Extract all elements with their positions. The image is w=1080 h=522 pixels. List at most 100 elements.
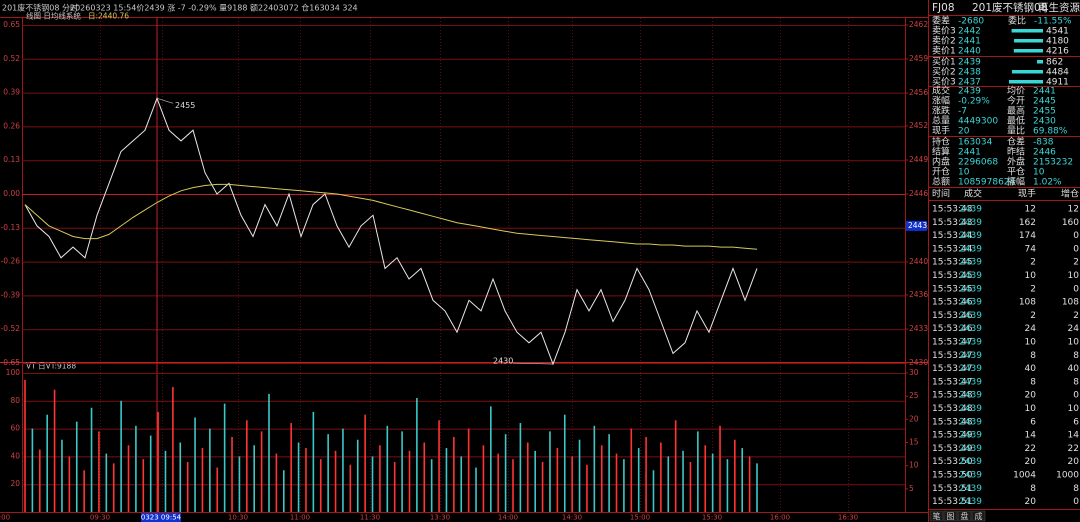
cursor-time: 0323 09:54 — [141, 514, 182, 522]
y-tick-label: 0.39 — [3, 88, 20, 97]
trade-cell: 8 — [1030, 377, 1036, 387]
trade-cell: 10 — [1068, 338, 1080, 348]
y-tick-label: -0.13 — [1, 223, 21, 232]
trade-cell: 2439 — [959, 404, 982, 414]
contract-name: 201废不锈钢08 — [972, 1, 1047, 14]
x-tick-label: 09:30 — [90, 514, 110, 522]
volume-bar — [674, 420, 677, 512]
volume-bar — [209, 428, 211, 512]
book-bar — [1009, 80, 1043, 84]
volume-bar — [497, 453, 500, 512]
y-tick-label: -0.65 — [1, 358, 21, 367]
y-tick-label: 0.26 — [3, 121, 20, 130]
stat-label: 振幅 — [1007, 176, 1025, 188]
y2-tick-label: 2440 — [909, 257, 928, 266]
trade-cell: 2439 — [959, 298, 982, 308]
y2-tick-label: 25 — [909, 391, 919, 400]
tab[interactable] — [971, 510, 986, 522]
tab-label: 盘 — [961, 511, 969, 521]
volume-bar — [541, 461, 544, 512]
trade-cell: 15:53:50 — [932, 457, 973, 467]
stat-label: 外盘 — [1007, 156, 1025, 168]
last-price-box — [906, 220, 927, 231]
book-price: 2438 — [958, 68, 981, 78]
trade-cell: 2439 — [959, 258, 982, 268]
trade-cell: 2439 — [959, 457, 982, 467]
quote-panel: FJ08 201废不锈钢08 再生资源 委差 -2680 委比 -11.55%卖价3 2… — [929, 1, 1080, 522]
stat-label: 昨结 — [1007, 146, 1025, 158]
volume-bar — [519, 423, 522, 512]
spread-value: -2680 — [958, 17, 984, 27]
volume-bar — [393, 461, 396, 512]
volume-bar — [83, 470, 85, 512]
stat-label: 持仓 — [932, 136, 950, 148]
volume-bar — [578, 439, 581, 512]
volume-bar — [623, 459, 625, 512]
stat-value: 2445 — [1033, 97, 1056, 107]
tab[interactable] — [957, 510, 972, 522]
trade-cell: 2439 — [959, 497, 982, 507]
trade-cell: 1000 — [1056, 471, 1079, 481]
trade-header: 时间 — [932, 188, 950, 200]
book-volume: 4911 — [1046, 78, 1069, 88]
stat-label: 总量 — [932, 115, 950, 127]
volume-bar — [512, 459, 514, 512]
trade-cell: 2439 — [959, 231, 982, 241]
header-title: 201废不锈钢08 分时 — [2, 3, 78, 13]
volume-bar — [482, 445, 485, 512]
y-tick-label: 20 — [10, 479, 20, 488]
trade-cell: 15:53:48 — [932, 404, 973, 414]
trade-cell: 2 — [1030, 311, 1036, 321]
spread-label: 委差 — [932, 15, 950, 27]
y-tick-label: -0.26 — [1, 257, 21, 266]
trade-header: 成交 — [964, 188, 982, 200]
trade-cell: 20 — [1025, 497, 1037, 507]
trade-cell: 15:53:51 — [932, 484, 972, 494]
book-volume: 4541 — [1046, 27, 1069, 37]
volume-bar — [408, 450, 411, 512]
x-tick-label: 15:00 — [630, 514, 650, 522]
volume-bar — [586, 464, 588, 512]
x-tick-label: 11:00 — [290, 514, 310, 522]
trade-cell: 10 — [1025, 338, 1037, 348]
volume-bar — [260, 431, 263, 512]
trade-cell: 6 — [1073, 417, 1079, 427]
trade-cell: 8 — [1030, 484, 1036, 494]
stat-value: -838 — [1033, 138, 1054, 148]
tab[interactable] — [929, 510, 944, 522]
trade-cell: 0 — [1073, 497, 1079, 507]
trade-cell: 40 — [1025, 364, 1037, 374]
tab[interactable] — [943, 510, 958, 522]
volume-bar — [504, 434, 507, 512]
book-label: 卖价1 — [932, 46, 956, 57]
stat-value: 2455 — [1033, 107, 1056, 117]
volume-bar — [68, 456, 71, 512]
y2-tick-label: 2430 — [909, 358, 928, 367]
volume-bar — [556, 448, 559, 512]
volume-bar — [327, 434, 329, 512]
trade-cell: 15:53:45 — [932, 258, 972, 268]
volume-bar — [142, 459, 145, 512]
volume-bar — [386, 425, 389, 512]
trade-cell: 2439 — [959, 218, 982, 228]
price-line — [24, 183, 758, 250]
volume-bar — [460, 456, 463, 512]
volume-bar — [223, 403, 226, 512]
y2-tick-label: 30 — [909, 368, 919, 377]
volume-bar — [216, 467, 219, 512]
volume-bar — [246, 420, 248, 512]
x-tick-label: 10:30 — [228, 514, 248, 522]
volume-bar — [305, 448, 307, 512]
code: FJ08 — [932, 2, 955, 14]
trade-cell: 108 — [1019, 298, 1036, 308]
stat-value: -7 — [958, 107, 967, 117]
book-price: 2437 — [958, 78, 981, 88]
y2-tick-label: 2446 — [909, 189, 928, 198]
volume-bar — [238, 456, 241, 512]
volume-bar — [349, 464, 352, 512]
stat-value: 2441 — [1033, 87, 1056, 97]
stat-label: 总额 — [932, 176, 950, 188]
trade-cell: 15:53:45 — [932, 284, 972, 294]
book-bar — [1013, 49, 1043, 53]
